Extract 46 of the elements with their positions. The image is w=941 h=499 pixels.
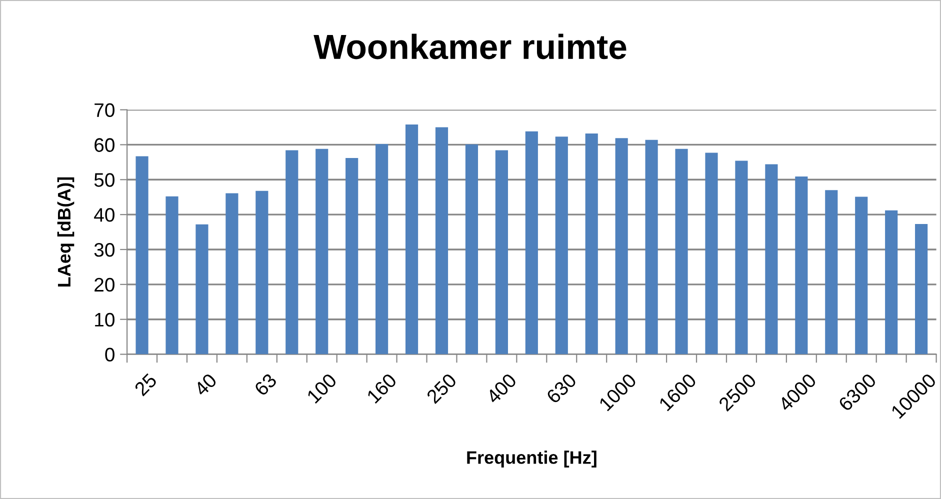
bar — [465, 144, 478, 354]
bar — [196, 224, 208, 354]
x-tick-label: 100 — [306, 372, 338, 404]
bar — [885, 210, 898, 354]
bar — [555, 136, 568, 354]
bar — [645, 140, 658, 354]
bar — [405, 124, 418, 354]
bar — [286, 150, 298, 354]
x-tick-label: 400 — [485, 372, 518, 404]
x-tick-label: 630 — [546, 372, 578, 404]
bar — [705, 152, 718, 354]
bar — [136, 156, 148, 354]
bar — [915, 224, 928, 354]
chart-title: Woonkamer ruimte — [314, 34, 626, 60]
y-tick-label: 40 — [94, 208, 114, 222]
y-tick-label: 20 — [94, 278, 114, 292]
x-tick-label: 160 — [366, 372, 398, 404]
y-tick-label: 0 — [105, 348, 114, 362]
x-tick-label: 63 — [254, 372, 278, 396]
bar — [765, 164, 778, 354]
bar — [615, 138, 628, 354]
bar — [495, 150, 508, 354]
bar — [585, 134, 598, 354]
y-tick-label: 50 — [94, 173, 114, 187]
bar — [166, 196, 178, 354]
bar — [735, 160, 748, 354]
bar — [855, 196, 868, 354]
bar — [376, 144, 388, 354]
x-tick-label: 250 — [426, 372, 458, 404]
bar — [316, 148, 328, 354]
bar — [525, 131, 538, 354]
y-axis-title: LAeq [dB(A)] — [57, 177, 74, 286]
y-tick-label: 60 — [94, 138, 114, 152]
bar — [795, 176, 808, 354]
y-tick-label: 10 — [95, 312, 114, 327]
bar — [675, 148, 688, 354]
bar — [825, 190, 838, 354]
bar — [226, 193, 238, 354]
bar — [346, 158, 358, 354]
y-tick-label: 30 — [94, 242, 114, 257]
bar — [256, 190, 268, 354]
x-axis-title: Frequentie [Hz] — [467, 450, 596, 468]
x-tick-label: 40 — [193, 372, 218, 397]
x-tick-label: 25 — [134, 372, 158, 396]
y-tick-label: 70 — [94, 103, 114, 118]
bar — [435, 127, 448, 354]
